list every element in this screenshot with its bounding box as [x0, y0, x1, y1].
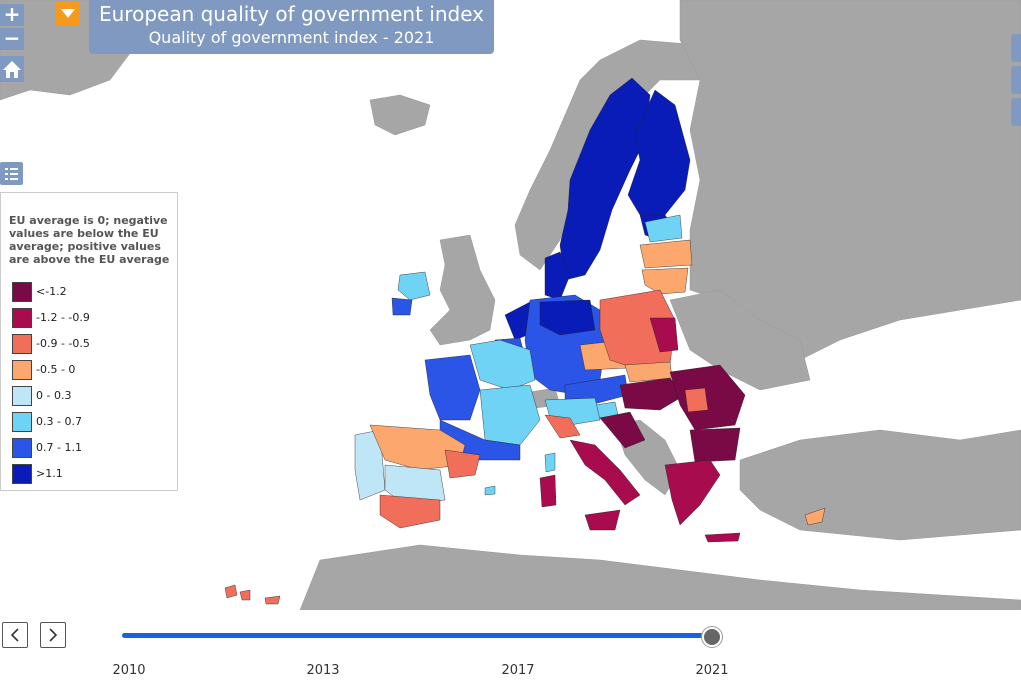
previous-year-button[interactable] [2, 622, 28, 648]
region-latvia[interactable] [639, 239, 693, 269]
region-sardinia[interactable] [539, 474, 557, 508]
timeline-tick[interactable]: 2021 [695, 663, 729, 678]
region-france-north[interactable] [469, 339, 536, 391]
region-hungary[interactable] [619, 377, 686, 411]
legend-swatch [12, 386, 32, 406]
region-ireland[interactable] [397, 271, 431, 301]
indicator-dropdown-button[interactable] [55, 1, 80, 26]
share-button[interactable] [1011, 34, 1021, 62]
iceland-land [369, 94, 431, 136]
region-croatia[interactable] [599, 411, 646, 449]
region-spain-south[interactable] [379, 494, 441, 529]
legend-label: >1.1 [36, 467, 63, 480]
legend-label: 0 - 0.3 [36, 389, 72, 402]
map-canvas[interactable] [0, 0, 1021, 610]
home-button[interactable] [0, 56, 24, 82]
timeline-slider-track[interactable] [122, 633, 710, 638]
africa-land [299, 544, 1021, 610]
legend-swatch [12, 438, 32, 458]
turkey-land [739, 429, 1021, 541]
region-cyprus[interactable] [804, 507, 826, 526]
legend-swatch [12, 308, 32, 328]
timeline-tick[interactable]: 2013 [306, 663, 340, 678]
region-finland[interactable] [627, 89, 691, 216]
legend-swatch [12, 334, 32, 354]
download-button[interactable] [1011, 66, 1021, 94]
legend-label: 0.7 - 1.1 [36, 441, 82, 454]
info-button[interactable] [1011, 98, 1021, 126]
region-corsica[interactable] [544, 452, 556, 473]
region-italy-center[interactable] [544, 414, 581, 439]
zoom-in-button[interactable]: + [0, 4, 24, 26]
region-balearic[interactable] [484, 485, 496, 496]
legend-swatch [12, 360, 32, 380]
region-sicily[interactable] [584, 509, 621, 531]
map-subtitle: Quality of government index - 2021 [148, 28, 435, 47]
region-italy-south[interactable] [569, 439, 641, 506]
region-poland-east[interactable] [649, 317, 679, 353]
region-ireland-south[interactable] [391, 297, 413, 316]
legend-note: EU average is 0; negative values are bel… [9, 214, 170, 266]
timeline-slider-handle[interactable] [702, 627, 722, 647]
list-icon [5, 168, 18, 180]
chevron-left-icon [10, 628, 19, 642]
legend-label: -0.5 - 0 [36, 363, 76, 376]
chevron-right-icon [49, 628, 58, 642]
region-greece[interactable] [664, 459, 721, 526]
region-sweden[interactable] [559, 77, 651, 281]
europe-map[interactable] [0, 0, 1021, 610]
zoom-out-button[interactable]: − [0, 28, 24, 50]
region-germany-north[interactable] [539, 299, 596, 336]
region-estonia[interactable] [644, 214, 683, 243]
region-canary[interactable] [224, 584, 281, 605]
next-year-button[interactable] [40, 622, 66, 648]
ukraine-belarus-land [669, 289, 811, 391]
timeline-tick[interactable]: 2017 [501, 663, 535, 678]
legend-label: <-1.2 [36, 285, 67, 298]
uk-land [429, 234, 496, 346]
region-spain-east[interactable] [444, 449, 481, 479]
timeline-tick[interactable]: 2010 [112, 663, 146, 678]
legend-label: 0.3 - 0.7 [36, 415, 82, 428]
legend-label: -1.2 - -0.9 [36, 311, 90, 324]
legend-toggle-button[interactable] [0, 162, 23, 185]
region-lithuania[interactable] [641, 267, 689, 295]
region-bulgaria[interactable] [689, 427, 741, 463]
legend-panel: EU average is 0; negative values are bel… [0, 192, 178, 491]
region-france-west[interactable] [424, 354, 481, 421]
region-france-east[interactable] [479, 384, 541, 446]
map-title: European quality of government index [98, 2, 485, 26]
legend-label: -0.9 - -0.5 [36, 337, 90, 350]
region-greece-crete[interactable] [704, 532, 741, 543]
legend-swatch [12, 282, 32, 302]
region-romania[interactable] [669, 364, 746, 431]
region-denmark[interactable] [544, 251, 571, 301]
map-title-box: European quality of government index Qua… [89, 0, 494, 54]
legend-swatch [12, 464, 32, 484]
home-icon [3, 61, 21, 78]
legend-swatch [12, 412, 32, 432]
region-romania-west[interactable] [684, 387, 709, 413]
